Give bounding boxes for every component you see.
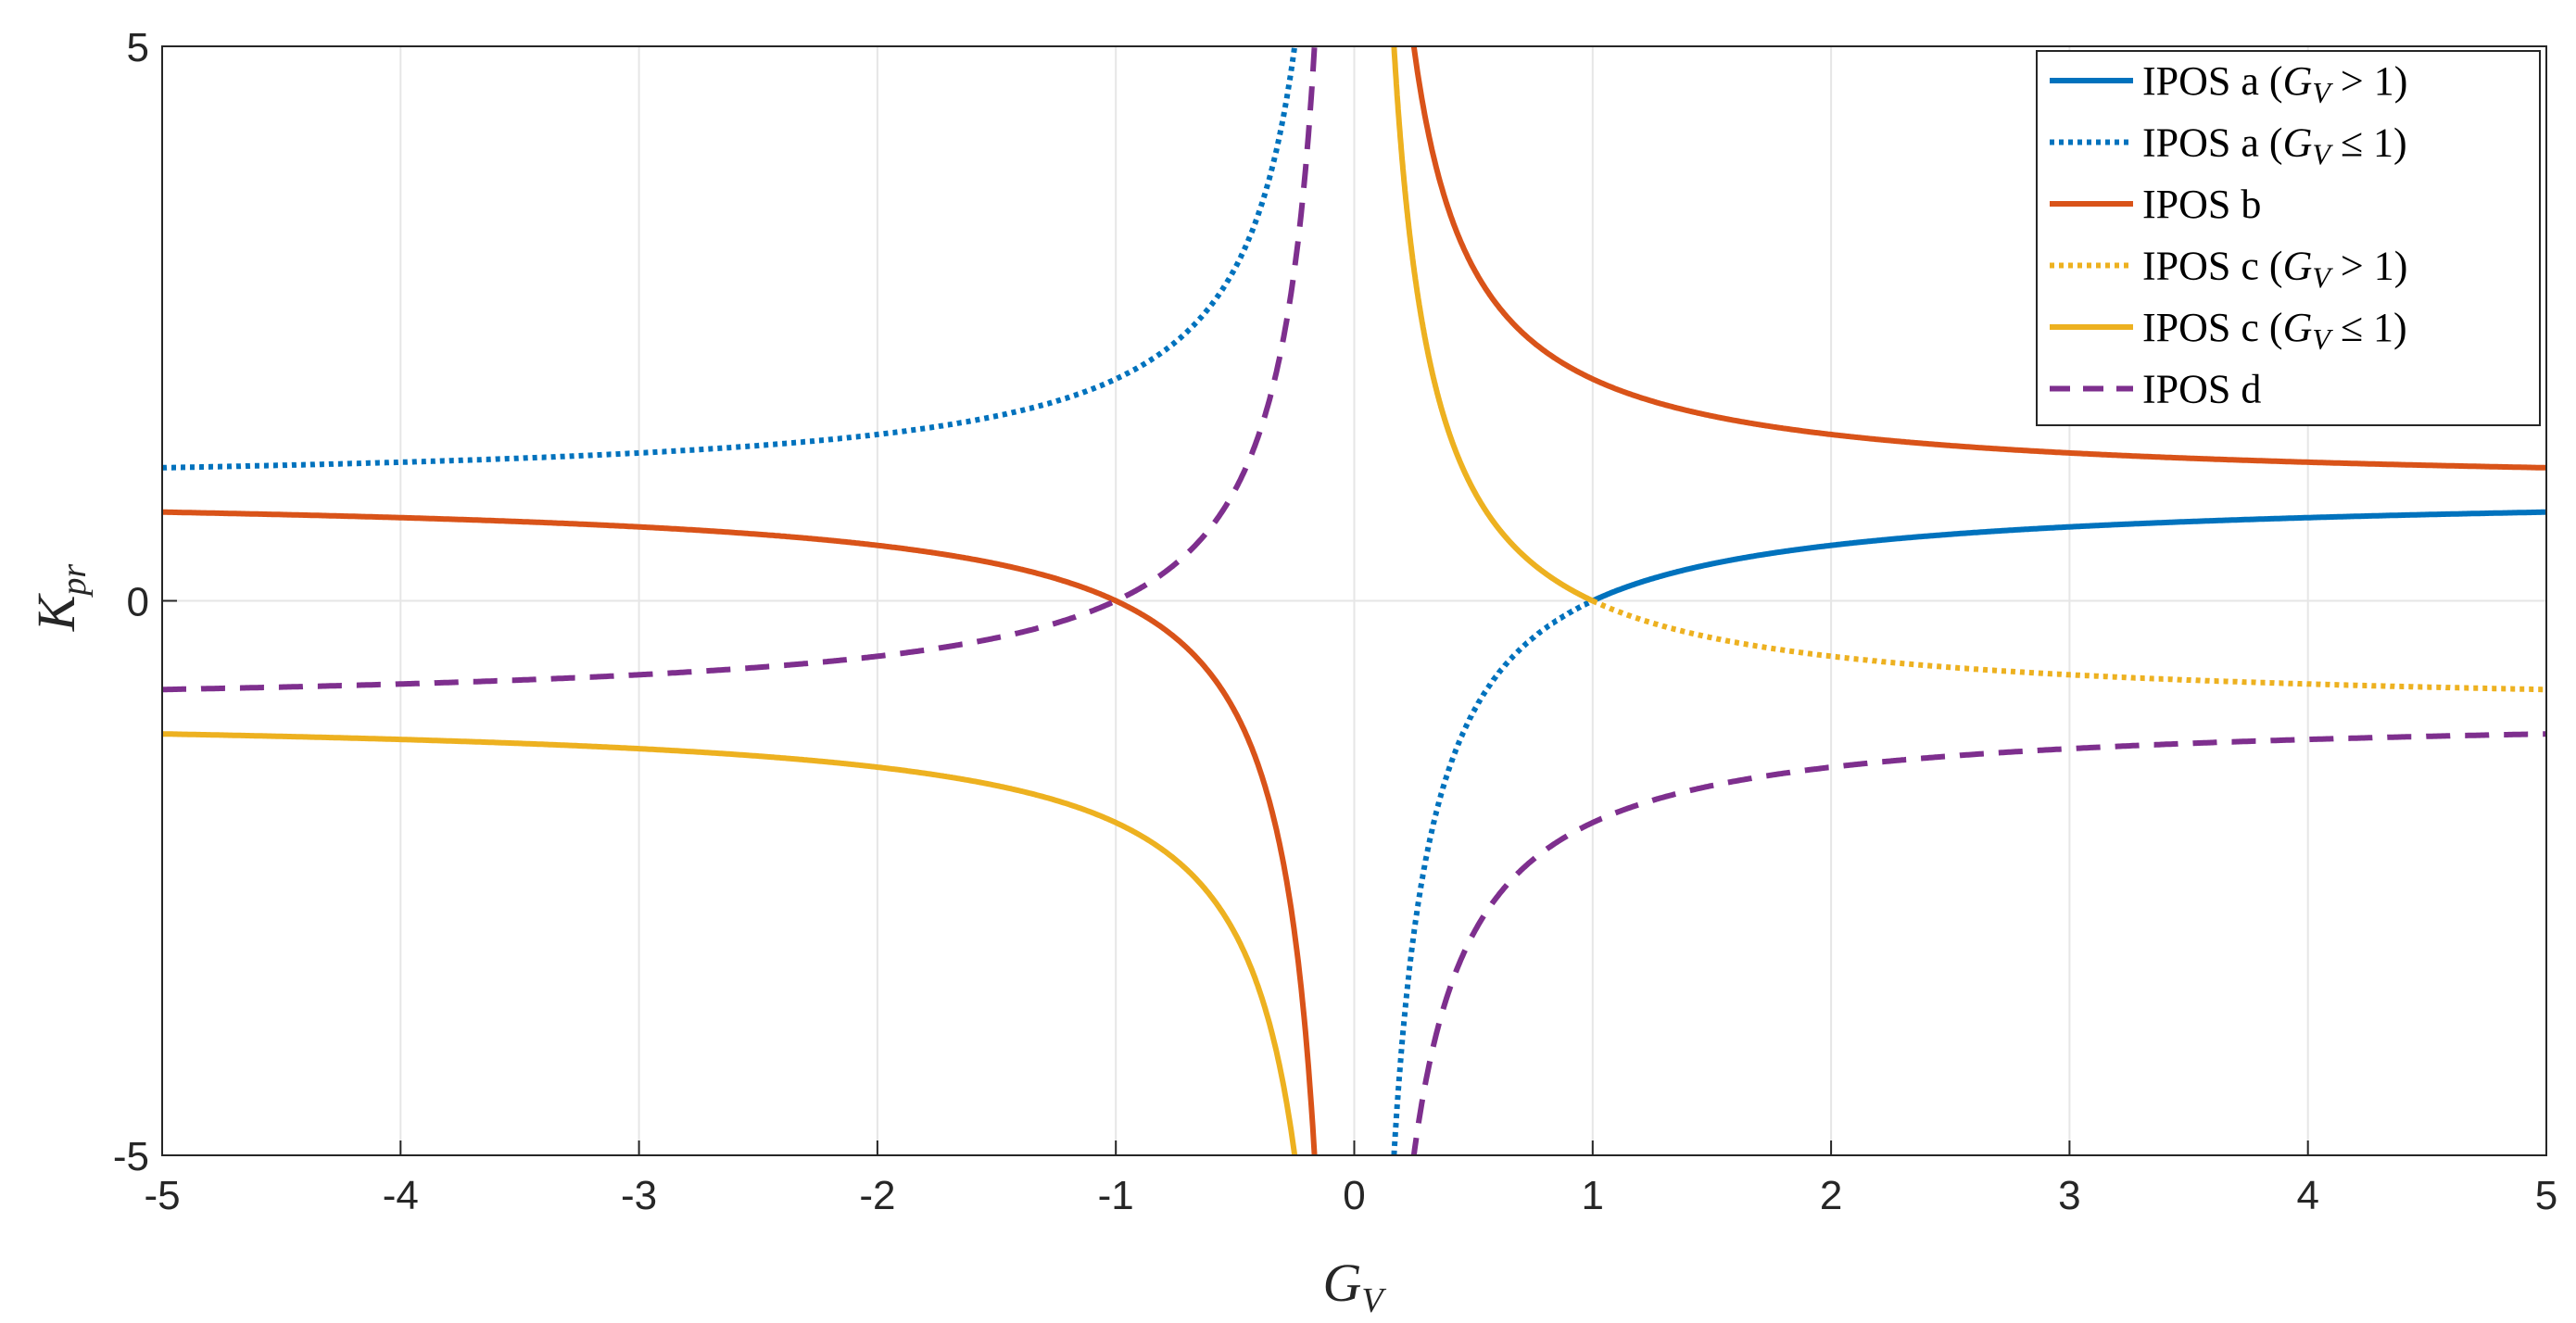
y-tick-label: 0 — [127, 580, 149, 625]
x-tick-label: -3 — [621, 1173, 657, 1218]
x-axis-title: GV — [1322, 1253, 1386, 1320]
series-line-6 — [162, 46, 1318, 693]
series-line-5 — [1391, 46, 1596, 604]
legend: IPOS a (GV > 1) IPOS a (GV ≤ 1) IPOS b IPOS… — [2036, 50, 2541, 426]
x-tick-label: -4 — [383, 1173, 419, 1218]
x-tick-label: 5 — [2535, 1173, 2557, 1218]
legend-label: IPOS d — [2142, 367, 2261, 412]
series-line-1 — [1591, 509, 2546, 604]
legend-label: IPOS a (GV ≤ 1) — [2142, 120, 2407, 171]
x-tick-label: 4 — [2296, 1173, 2318, 1218]
x-tick-label: 2 — [1820, 1173, 1842, 1218]
x-tick-label: -2 — [859, 1173, 895, 1218]
tick-labels: -5 -4 -3 -2 -1 0 1 2 3 4 5 -5 0 5 — [113, 25, 2557, 1218]
series-line-2 — [162, 46, 1298, 471]
y-tick-label: -5 — [113, 1134, 149, 1179]
series-layer — [162, 46, 2546, 1155]
x-tick-label: 3 — [2058, 1173, 2080, 1218]
legend-label: IPOS c (GV > 1) — [2142, 244, 2407, 295]
legend-label: IPOS a (GV > 1) — [2142, 58, 2407, 109]
series-line-3 — [1410, 46, 2546, 471]
series-line-3 — [162, 509, 1318, 1155]
legend-label: IPOS c (GV ≤ 1) — [2142, 305, 2407, 356]
y-tick-label: 5 — [127, 25, 149, 70]
series-line-6 — [1410, 731, 2546, 1155]
series-line-4 — [1591, 598, 2546, 693]
y-axis-title: Kpr — [26, 564, 94, 633]
series-line-5 — [162, 731, 1298, 1155]
x-tick-label: 0 — [1343, 1173, 1365, 1218]
legend-label: IPOS b — [2142, 182, 2261, 227]
legend-box — [2036, 50, 2541, 426]
x-tick-label: -1 — [1098, 1173, 1134, 1218]
x-tick-label: -5 — [144, 1173, 180, 1218]
x-tick-label: 1 — [1582, 1173, 1604, 1218]
